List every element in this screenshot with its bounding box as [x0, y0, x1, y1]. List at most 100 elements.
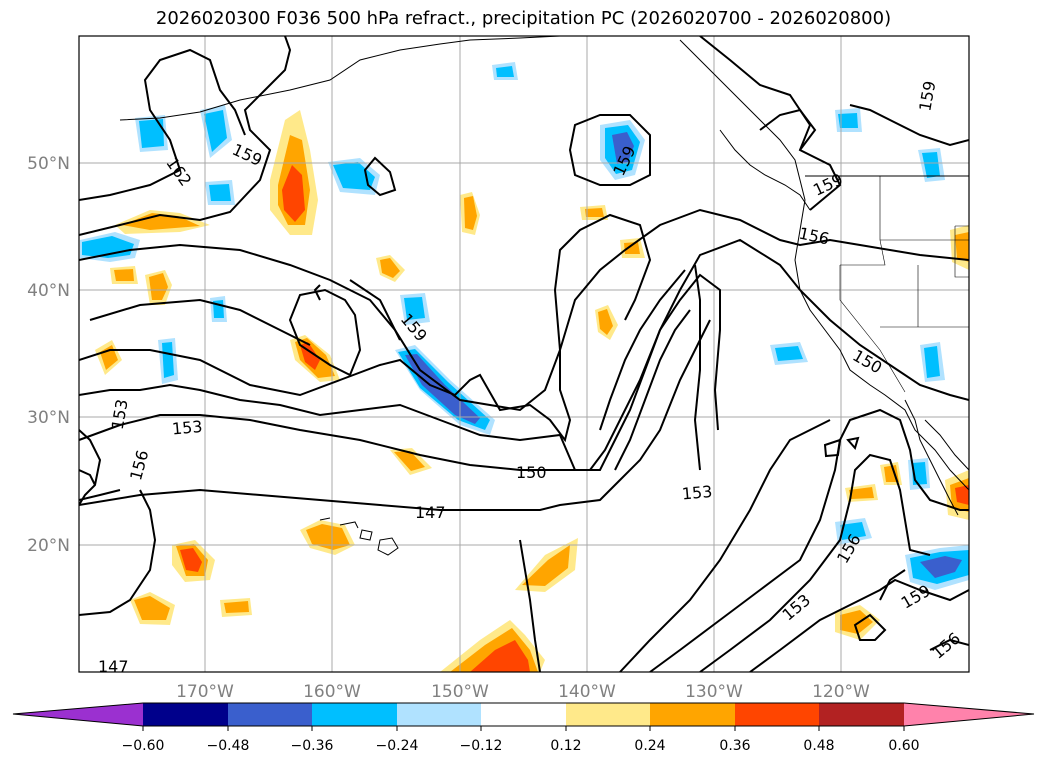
latitude-labels: 50°N 40°N 30°N 20°N: [27, 154, 70, 556]
contour-159-north: [79, 36, 292, 236]
contour-label: 156: [928, 629, 964, 663]
contour-150-loop: [823, 436, 860, 458]
contour-west-loops: [79, 429, 541, 672]
precip-area: [840, 610, 873, 634]
map-frame: [78, 35, 970, 673]
chart-title: 2026020300 F036 500 hPa refract., precip…: [155, 8, 892, 29]
colorbar-tick-label: −0.24: [376, 738, 419, 754]
colorbar-segment: [312, 703, 397, 726]
lon-label-120w: 120°W: [812, 682, 870, 702]
precip-area: [180, 548, 202, 572]
colorbar-tick-label: 0.48: [803, 738, 834, 754]
colorbar-segment: [735, 703, 819, 726]
contour-label: 153: [779, 590, 815, 624]
contour-159-alaska-loop: [363, 156, 397, 197]
colorbar-tick-labels: −0.60 −0.48 −0.36 −0.24 −0.12 0.12 0.24 …: [122, 738, 920, 754]
precip-area: [924, 346, 940, 378]
colorbar-segment: [566, 703, 650, 726]
lat-label-50n: 50°N: [27, 154, 70, 174]
precip-area: [840, 522, 866, 540]
lat-label-40n: 40°N: [27, 281, 70, 301]
precip-area: [333, 162, 375, 190]
precip-area: [306, 524, 350, 550]
contour-156-south: [699, 453, 931, 672]
contour-label: 153: [681, 482, 713, 504]
us-west-coast: [794, 199, 969, 491]
colorbar-segment: [397, 703, 481, 726]
lon-label-130w: 130°W: [685, 682, 743, 702]
colorbar-tick-label: 0.36: [719, 738, 750, 754]
colorbar-segment: [904, 703, 1034, 726]
alaska-panhandle-coast: [679, 39, 806, 201]
contour-inner-lines: [599, 264, 701, 471]
precip-area: [470, 640, 530, 672]
alaska-coast: [119, 36, 561, 121]
lon-label-140w: 140°W: [558, 682, 616, 702]
contour-label: 153: [171, 417, 203, 439]
map-area: 162 159 159 159 159 156 150 159 153 153 …: [79, 36, 969, 676]
precip-area: [404, 297, 425, 320]
precip-area: [955, 232, 969, 262]
contour-159-west: [79, 213, 652, 412]
contour-label: 147: [98, 657, 129, 676]
contour-label: 162: [162, 154, 195, 190]
colorbar-tick-label: 0.60: [888, 738, 919, 754]
bc-coast: [719, 129, 811, 211]
contour-label: 147: [415, 503, 446, 522]
lon-label-160w: 160°W: [303, 682, 361, 702]
precip-area: [624, 242, 640, 254]
precip-area: [162, 342, 174, 378]
colorbar-tick-label: 0.12: [550, 738, 581, 754]
colorbar-ticks: [142, 726, 905, 731]
contour-147-south: [79, 489, 157, 616]
precip-area: [114, 269, 134, 281]
lat-lon-grid: [79, 36, 969, 672]
precip-area: [224, 601, 249, 613]
colorbar-tick-label: −0.36: [291, 738, 334, 754]
colorbar-segment: [13, 703, 143, 726]
precip-area: [849, 487, 874, 499]
contour-159-coast: [759, 104, 969, 151]
mainland-mexico-coast: [924, 419, 969, 471]
contour-159-mid: [89, 279, 401, 346]
state-borders: [839, 176, 969, 393]
lat-label-20n: 20°N: [27, 536, 70, 556]
precip-area: [464, 196, 477, 230]
colorbar-tick-label: −0.48: [207, 738, 250, 754]
lon-label-170w: 170°W: [176, 682, 234, 702]
colorbar: −0.60 −0.48 −0.36 −0.24 −0.12 0.12 0.24 …: [12, 702, 1035, 754]
contour-label: 156: [126, 448, 152, 482]
precip-area: [955, 485, 969, 505]
precip-area: [394, 451, 425, 471]
precip-area: [920, 556, 962, 578]
contour-150: [79, 273, 721, 471]
contour-159-ne: [568, 114, 651, 186]
baja-coast: [904, 399, 959, 516]
precip-area: [204, 110, 227, 152]
negative-precip-areas: [80, 62, 969, 590]
precip-area: [380, 258, 400, 278]
precip-area: [496, 66, 514, 77]
lon-label-150w: 150°W: [431, 682, 489, 702]
colorbar-tick-label: −0.60: [122, 738, 165, 754]
contour-153: [79, 238, 969, 471]
hawaii-islands: [319, 517, 399, 556]
precip-area: [139, 119, 164, 148]
refractivity-contours: [79, 36, 969, 672]
colorbar-segment: [819, 703, 904, 726]
contour-159-south: [749, 578, 969, 672]
precip-area: [775, 346, 803, 361]
colorbar-segment: [228, 703, 312, 726]
lat-label-30n: 30°N: [27, 408, 70, 428]
contour-label: 153: [108, 398, 132, 431]
colorbar-tick-label: 0.24: [634, 738, 665, 754]
contour-150-south: [619, 419, 906, 672]
precip-area: [838, 113, 858, 128]
contour-159-bc: [699, 36, 842, 211]
contour-153-south: [649, 408, 969, 672]
contour-147: [79, 319, 711, 511]
precip-area: [522, 545, 570, 586]
precip-area: [922, 152, 940, 178]
precip-area: [598, 309, 613, 335]
